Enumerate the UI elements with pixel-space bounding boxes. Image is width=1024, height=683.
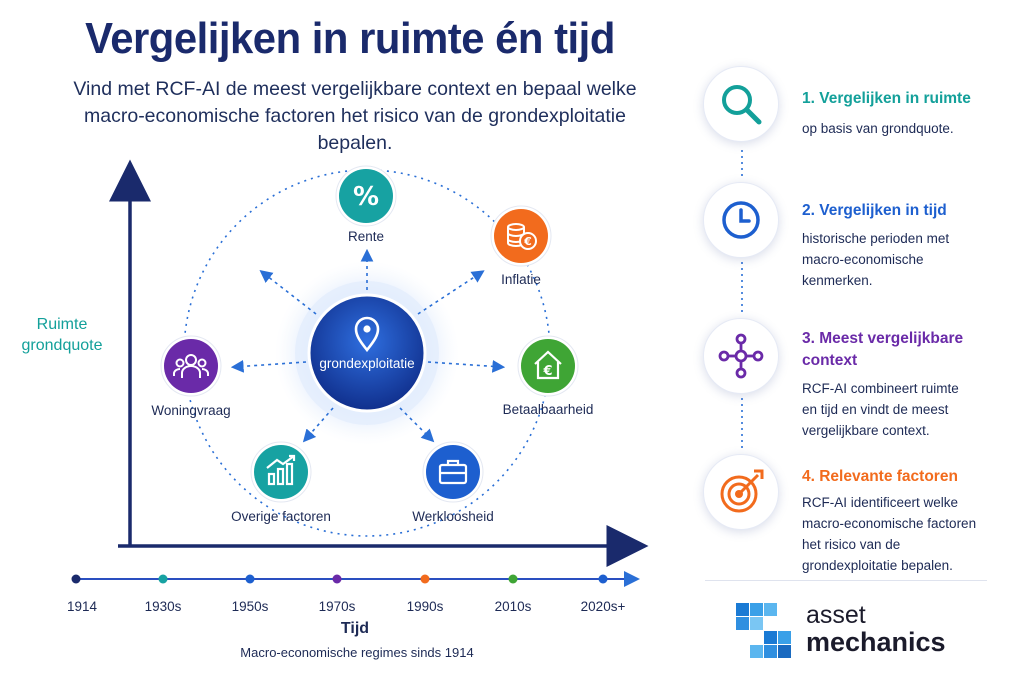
tick-label: 1990s [406, 599, 444, 614]
step-3: 3. Meest vergelijkbare context RCF-AI co… [703, 318, 1013, 448]
y-axis-label: Ruimte grondquote [21, 316, 103, 354]
arrow-overige [302, 407, 334, 443]
svg-text:€: € [542, 364, 552, 379]
factor-diagram: % € € [71, 159, 649, 587]
step-description: op basis van grondquote. [802, 121, 954, 136]
step-description: RCF-AI identificeert welke macro-economi… [802, 495, 977, 573]
timeline-dot [420, 574, 430, 584]
network-icon [718, 333, 764, 379]
node-betaalbaarheid: € [517, 335, 579, 397]
clock-icon [722, 201, 760, 239]
briefcase-icon [438, 459, 468, 485]
node-label-werkloosheid: Werkloosheid [412, 509, 494, 524]
timeline-dot [158, 574, 168, 584]
x-axis-sublabel: Macro-economische regimes sinds 1914 [240, 645, 474, 660]
house-euro-icon: € [534, 350, 562, 380]
tick-label: 1914 [66, 599, 98, 614]
chart-up-icon [266, 454, 296, 486]
arrow-betaalbaarheid [427, 359, 506, 373]
step-4: 4. Relevante factoren RCF-AI identificee… [703, 454, 1013, 578]
step-description: historische perioden met macro-economisc… [802, 231, 950, 288]
logo-text-mechanics: mechanics [806, 627, 946, 657]
node-overige-factoren [250, 441, 312, 503]
node-inflatie: € [490, 205, 552, 267]
page-subtitle: Vind met RCF-AI de meest vergelijkbare c… [73, 78, 637, 154]
timeline-dot [598, 574, 608, 584]
step-icon-circle [703, 318, 779, 394]
tick-label: 1950s [231, 599, 269, 614]
node-label-rente: Rente [347, 229, 385, 244]
tick-label: 1970s [318, 599, 356, 614]
people-icon [173, 354, 209, 378]
hub-label: grondexploitatie [319, 356, 415, 371]
tick-label: 2020s+ [580, 599, 626, 614]
step-title: 2. Vergelijken in tijd [802, 202, 947, 219]
search-icon [722, 85, 762, 125]
step-icon-circle [703, 182, 779, 258]
svg-text:€: € [523, 235, 532, 248]
steps-connector [741, 150, 743, 452]
node-werkloosheid [422, 441, 484, 503]
x-axis-label: Tijd [340, 620, 370, 637]
tick-label: 1930s [144, 599, 182, 614]
node-label-overige-factoren: Overige factoren [231, 509, 331, 524]
map-pin-icon [354, 316, 380, 353]
step-title: 3. Meest vergelijkbare context [802, 330, 964, 369]
tick-label: 2010s [494, 599, 532, 614]
step-description: RCF-AI combineert ruimte en tijd en vind… [802, 381, 959, 438]
timeline-dot [332, 574, 342, 584]
timeline-dot [71, 574, 81, 584]
node-label-inflatie: Inflatie [501, 272, 541, 287]
logo-text-asset: asset [806, 601, 866, 629]
divider [705, 580, 987, 581]
coins-euro-icon: € [507, 223, 537, 250]
target-icon [720, 469, 764, 513]
asset-mechanics-logo-icon [736, 603, 791, 658]
arrow-inflatie [417, 270, 485, 315]
step-title: 1. Vergelijken in ruimte [802, 90, 971, 107]
arrow-werkloosheid [399, 407, 435, 443]
hub-circle [307, 293, 427, 413]
node-label-woningvraag: Woningvraag [151, 403, 231, 418]
step-title: 4. Relevante factoren [802, 468, 958, 485]
page-title: Vergelijken in ruimte én tijd [85, 14, 615, 63]
percent-icon: % [353, 182, 379, 212]
arrow-woningvraag [230, 359, 307, 373]
step-icon-circle [703, 66, 779, 142]
step-1: 1. Vergelijken in ruimte op basis van gr… [703, 66, 1013, 176]
step-icon-circle [703, 454, 779, 530]
timeline-dots [71, 574, 608, 584]
step-2: 2. Vergelijken in tijd historische perio… [703, 182, 1013, 312]
node-label-betaalbaarheid: Betaalbaarheid [502, 402, 594, 417]
timeline-dot [508, 574, 518, 584]
arrow-extra [259, 270, 317, 315]
timeline-dot [245, 574, 255, 584]
node-rente: % [335, 165, 397, 227]
node-woningvraag [160, 335, 222, 397]
